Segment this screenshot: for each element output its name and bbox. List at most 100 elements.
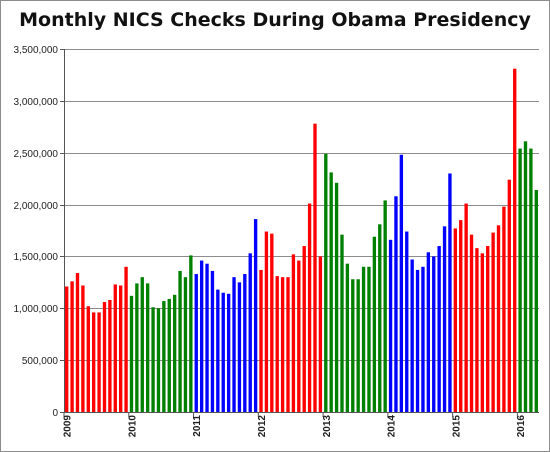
- bar: [491, 232, 495, 412]
- bar: [199, 260, 204, 412]
- y-tick-label: 3,500,000: [14, 45, 59, 56]
- bar: [302, 246, 306, 412]
- bar: [86, 306, 90, 412]
- bar: [124, 266, 128, 412]
- bar: [367, 266, 371, 412]
- bar: [232, 277, 236, 412]
- bar: [129, 295, 134, 412]
- bar: [410, 259, 414, 412]
- bar: [264, 231, 269, 412]
- bar: [442, 226, 447, 412]
- bar: [108, 299, 112, 412]
- bar: [464, 203, 468, 412]
- bar: [356, 279, 360, 412]
- bar: [151, 307, 155, 412]
- bar: [372, 236, 377, 412]
- bar: [507, 179, 511, 412]
- bar: [286, 277, 290, 412]
- bar: [361, 266, 366, 412]
- bar: [270, 233, 274, 412]
- bar: [135, 283, 139, 412]
- chart-title: Monthly NICS Checks During Obama Preside…: [19, 9, 531, 31]
- bar: [253, 219, 258, 412]
- x-tick-label: 2012: [257, 415, 268, 438]
- bar: [102, 302, 107, 412]
- bar: [189, 255, 193, 412]
- bar: [469, 234, 474, 412]
- bar: [437, 246, 441, 412]
- bar: [172, 294, 177, 412]
- bar: [486, 246, 490, 412]
- bar: [183, 277, 188, 412]
- x-tick-label: 2015: [451, 415, 462, 438]
- bar: [518, 148, 522, 412]
- bar: [97, 312, 101, 412]
- bar: [65, 286, 69, 412]
- bar: [92, 312, 96, 412]
- bar: [415, 269, 420, 412]
- bar: [480, 253, 484, 412]
- y-tick-label: 1,500,000: [14, 252, 59, 263]
- bar: [351, 279, 355, 412]
- bar: [475, 248, 479, 412]
- bar: [399, 154, 404, 413]
- bar: [432, 256, 436, 412]
- y-tick-label: 3,000,000: [14, 97, 59, 108]
- bar: [226, 293, 231, 412]
- bar: [318, 256, 323, 412]
- bar: [145, 283, 150, 412]
- bar: [448, 173, 452, 412]
- bar: [140, 277, 144, 412]
- bar: [534, 190, 538, 412]
- bar: [280, 277, 285, 412]
- bar: [459, 220, 463, 412]
- bar: [237, 282, 242, 412]
- bar: [178, 270, 182, 412]
- bar: [324, 153, 328, 412]
- bar: [513, 68, 517, 413]
- bar: [496, 225, 501, 412]
- bar: [216, 289, 220, 412]
- bar: [383, 200, 387, 412]
- bar: [70, 281, 74, 412]
- bar: [119, 285, 123, 412]
- bar: [394, 196, 398, 412]
- bar: [345, 263, 350, 412]
- y-tick-label: 500,000: [22, 356, 59, 367]
- bar: [275, 276, 279, 412]
- bar: [426, 252, 431, 412]
- bar: [297, 260, 301, 412]
- bar: [523, 141, 528, 412]
- bar: [334, 182, 339, 412]
- x-tick-label: 2014: [387, 415, 398, 438]
- bar: [453, 228, 458, 412]
- x-tick-label: 2013: [322, 415, 333, 438]
- bar: [388, 239, 393, 412]
- bar: [243, 274, 247, 412]
- y-tick-label: 1,000,000: [14, 304, 59, 315]
- bar: [340, 234, 344, 412]
- bar: [259, 269, 263, 412]
- y-tick-label: 0: [52, 408, 58, 419]
- x-tick-label: 2010: [127, 415, 138, 438]
- x-tick-label: 2016: [516, 415, 527, 438]
- bar: [313, 123, 317, 413]
- x-tick-label: 2009: [63, 415, 74, 438]
- bar: [221, 292, 225, 412]
- bar: [248, 253, 252, 412]
- bar: [205, 263, 209, 412]
- bar: [167, 298, 171, 412]
- bar: [405, 231, 409, 412]
- bar: [329, 172, 333, 412]
- bar: [378, 224, 382, 412]
- y-tick-label: 2,500,000: [14, 149, 59, 160]
- bar: [194, 274, 198, 412]
- bar: [291, 254, 296, 412]
- bar: [502, 206, 506, 412]
- bar: [156, 308, 161, 412]
- bar: [529, 148, 533, 412]
- x-tick-label: 2011: [192, 415, 203, 437]
- bar: [81, 285, 85, 412]
